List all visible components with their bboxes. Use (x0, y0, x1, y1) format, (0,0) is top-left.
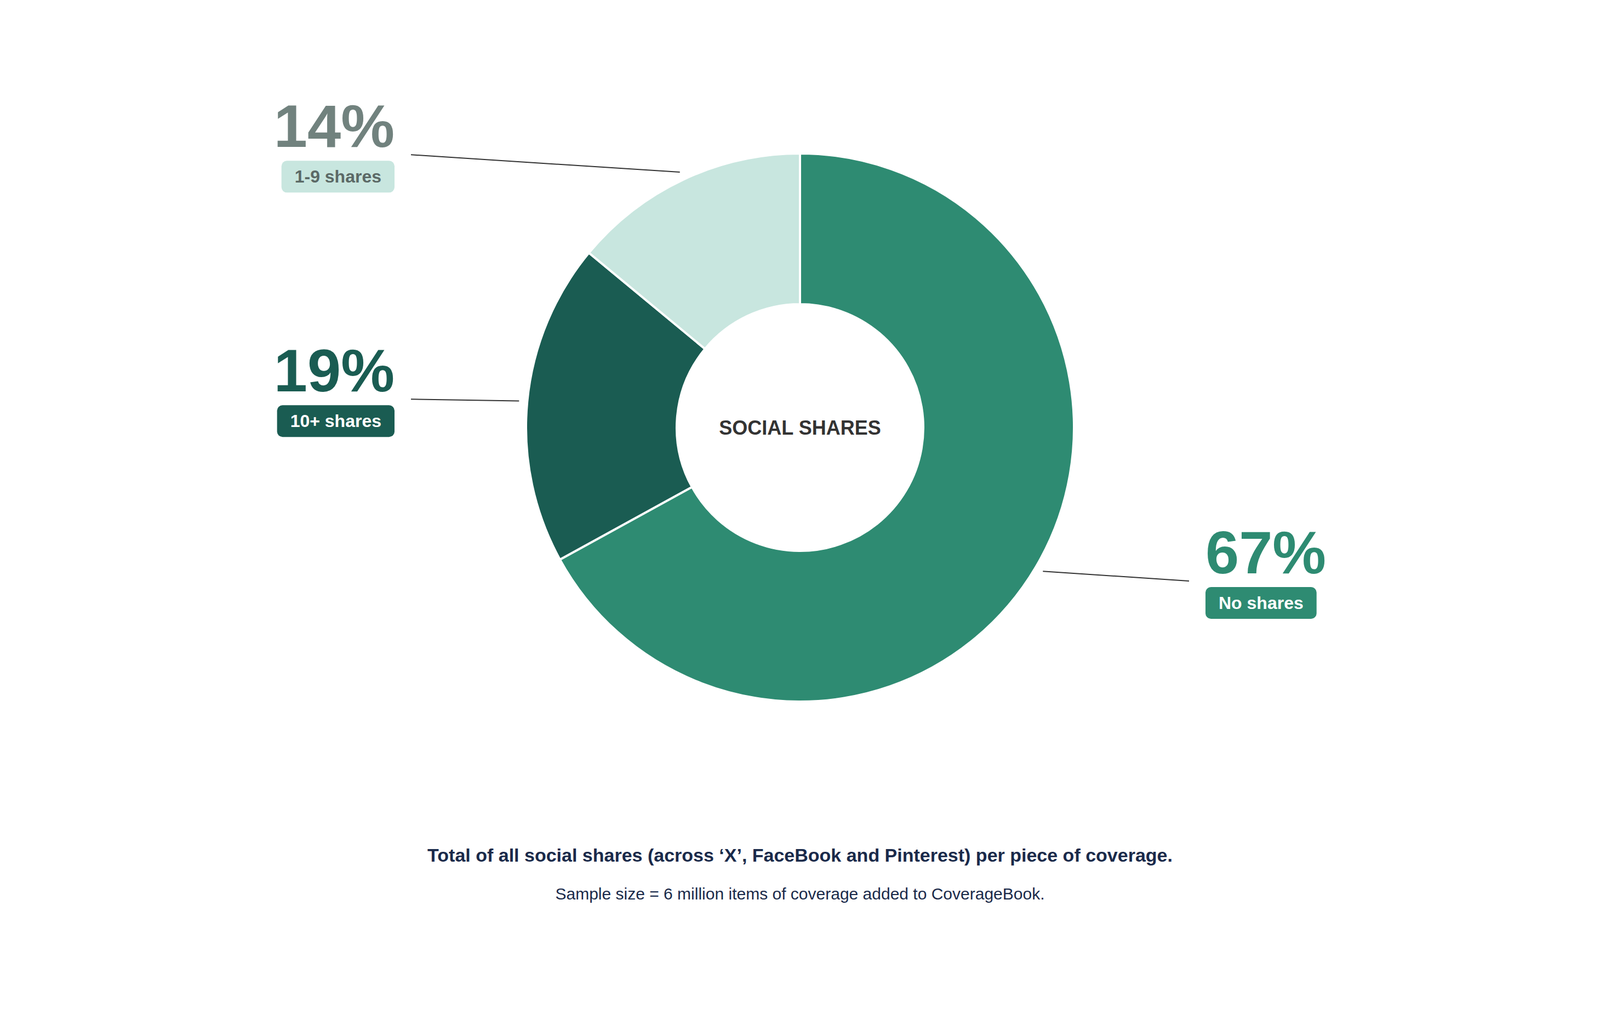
donut (526, 153, 1074, 702)
chart: SOCIAL SHARES 67% No shares 19% 10+ shares 14… (0, 0, 1600, 1025)
badge-background (281, 160, 395, 193)
leader-line (1042, 570, 1190, 581)
category-badge: No shares (1205, 586, 1317, 619)
labels: 67% No shares 19% 10+ shares 14% 1-9 shares (273, 92, 1327, 619)
badge-background (1205, 586, 1317, 619)
footer: Total of all social shares (across ‘X’, … (427, 844, 1173, 903)
badge-background (277, 404, 395, 437)
data-label: 19% (273, 336, 395, 404)
category-badge: 1-9 shares (281, 160, 395, 193)
category-label: 1-9 shares (294, 166, 382, 187)
category-label: 10+ shares (290, 410, 382, 431)
footer-note: Sample size = 6 million items of coverag… (555, 884, 1045, 903)
leader-line (410, 398, 519, 401)
center-label: SOCIAL SHARES (718, 416, 881, 439)
slice (589, 153, 800, 350)
category-badge: 10+ shares (277, 404, 395, 437)
footer-note: Total of all social shares (across ‘X’, … (427, 844, 1173, 866)
data-label: 14% (273, 92, 395, 160)
data-label: 67% (1205, 518, 1327, 586)
leader-line (410, 154, 680, 173)
category-label: No shares (1218, 592, 1304, 613)
